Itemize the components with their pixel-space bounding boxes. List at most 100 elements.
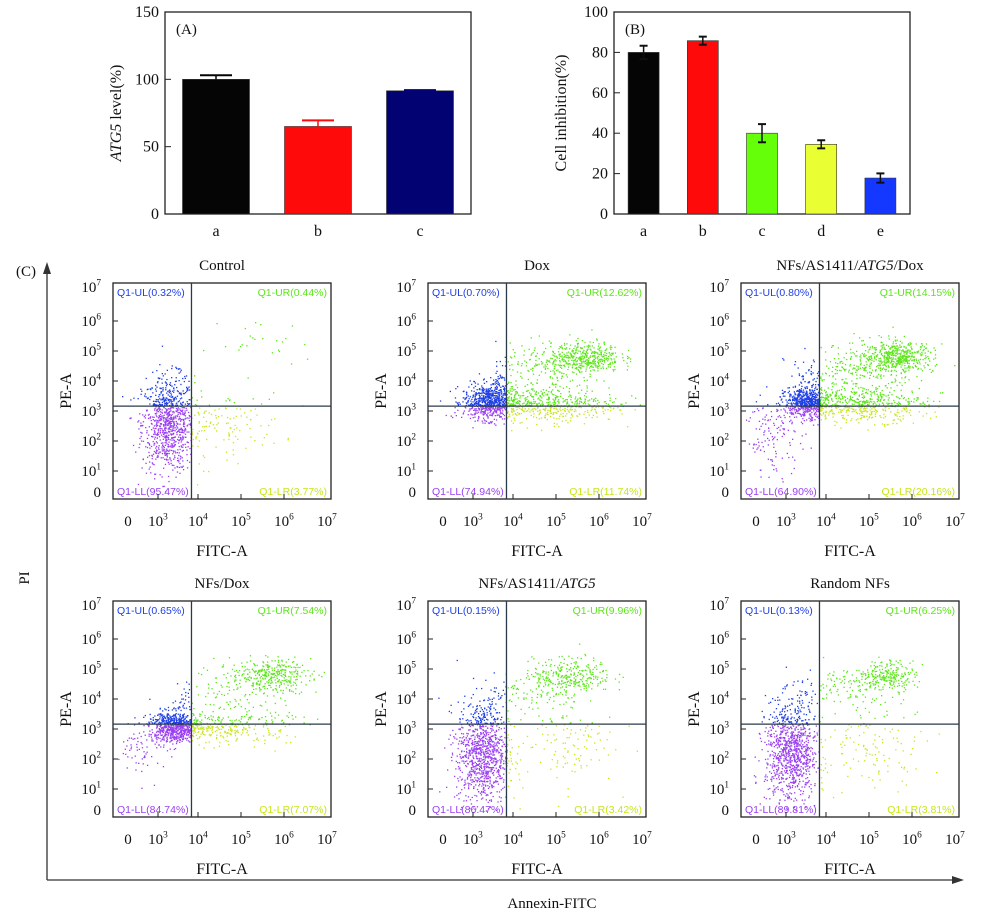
event-dot xyxy=(897,396,899,399)
event-dot xyxy=(864,401,866,403)
event-dot xyxy=(525,399,527,401)
event-dot xyxy=(514,393,517,395)
event-dot xyxy=(162,424,165,426)
event-dot xyxy=(894,414,897,416)
event-dot xyxy=(498,399,500,401)
event-dot xyxy=(594,359,596,361)
event-dot xyxy=(863,401,865,403)
event-dot xyxy=(500,389,502,391)
event-dot xyxy=(254,408,256,410)
event-dot xyxy=(549,412,552,414)
event-dot xyxy=(531,353,533,355)
event-dot xyxy=(890,351,892,354)
event-dot xyxy=(511,364,513,366)
event-dot xyxy=(805,399,808,401)
event-dot xyxy=(853,333,855,335)
event-dot xyxy=(163,418,165,420)
event-dot xyxy=(580,359,583,361)
event-dot xyxy=(934,357,937,359)
event-dot xyxy=(160,399,162,401)
event-dot xyxy=(919,363,921,365)
event-dot xyxy=(610,345,612,347)
quadrant-label-lr: Q1-LR(3.77%) xyxy=(259,486,327,498)
event-dot xyxy=(604,351,606,354)
quadrant-label-ul: Q1-UL(0.32%) xyxy=(117,287,185,299)
event-dot xyxy=(756,408,759,410)
event-dot xyxy=(610,357,612,360)
event-dot xyxy=(885,359,887,361)
event-dot xyxy=(178,418,180,420)
event-dot xyxy=(152,419,154,421)
event-dot xyxy=(885,357,888,360)
event-dot xyxy=(178,393,181,395)
event-dot xyxy=(801,402,803,404)
y-tick-label: 0 xyxy=(94,485,102,501)
event-dot xyxy=(178,436,180,438)
event-dot xyxy=(487,407,489,409)
event-dot xyxy=(457,409,459,411)
event-dot xyxy=(910,358,912,360)
event-dot xyxy=(579,357,581,360)
event-dot xyxy=(239,345,242,348)
event-dot xyxy=(791,398,794,401)
event-dot xyxy=(525,361,528,363)
event-dot xyxy=(869,398,871,401)
event-dot xyxy=(587,400,589,402)
quadrant-label-lr: Q1-LR(11.74%) xyxy=(569,486,642,498)
event-dot xyxy=(163,433,165,435)
event-dot xyxy=(821,396,823,398)
event-dot xyxy=(155,394,157,396)
event-dot xyxy=(880,362,882,364)
event-dot xyxy=(897,357,899,359)
event-dot xyxy=(164,454,166,456)
event-dot xyxy=(609,394,611,396)
event-dot xyxy=(847,414,849,416)
event-dot xyxy=(183,413,186,415)
event-dot xyxy=(585,350,588,353)
event-dot xyxy=(572,364,574,366)
event-dot xyxy=(599,361,601,363)
event-dot xyxy=(923,349,925,351)
event-dot xyxy=(167,399,170,401)
event-dot xyxy=(864,400,866,403)
event-dot xyxy=(868,356,870,358)
event-dot xyxy=(805,392,808,394)
event-dot xyxy=(252,398,254,400)
event-dot xyxy=(152,427,154,429)
event-dot xyxy=(509,364,511,367)
event-dot xyxy=(567,355,570,357)
event-dot xyxy=(819,401,821,404)
event-dot xyxy=(873,410,875,412)
event-dot xyxy=(227,398,229,400)
event-dot xyxy=(880,377,882,379)
event-dot xyxy=(794,411,796,413)
event-dot xyxy=(793,409,796,411)
event-dot xyxy=(178,434,181,436)
x-tick-label: a xyxy=(640,223,647,240)
event-dot xyxy=(140,393,142,395)
event-dot xyxy=(897,403,899,405)
event-dot xyxy=(901,394,903,397)
event-dot xyxy=(470,408,473,410)
event-dot xyxy=(606,348,608,350)
event-dot xyxy=(832,400,834,402)
event-dot xyxy=(837,347,839,349)
event-dot xyxy=(173,389,175,391)
event-dot xyxy=(183,423,186,425)
event-dot xyxy=(181,407,183,409)
event-dot xyxy=(867,401,869,404)
event-dot xyxy=(752,447,754,449)
event-dot xyxy=(510,393,512,395)
event-dot xyxy=(591,345,593,347)
event-dot xyxy=(863,415,866,417)
event-dot xyxy=(933,400,935,402)
event-dot xyxy=(821,393,823,395)
event-dot xyxy=(556,357,558,359)
event-dot xyxy=(894,336,897,338)
event-dot xyxy=(228,435,230,437)
event-dot xyxy=(859,417,861,420)
event-dot xyxy=(781,435,783,438)
event-dot xyxy=(162,430,165,432)
event-dot xyxy=(908,412,910,414)
event-dot xyxy=(583,413,585,415)
